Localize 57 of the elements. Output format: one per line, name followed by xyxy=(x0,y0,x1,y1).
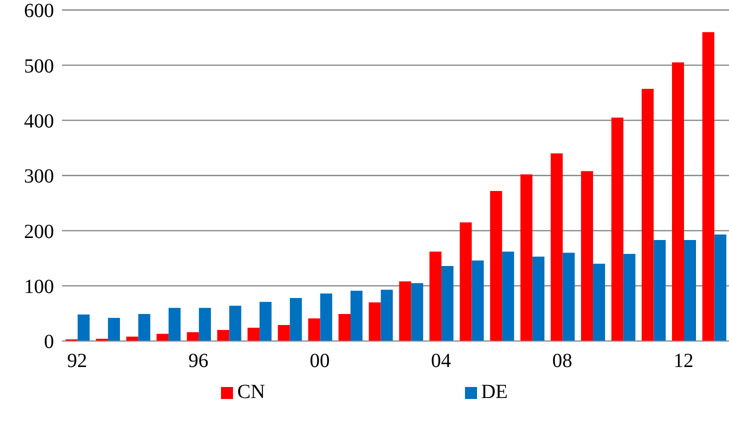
y-tick-label: 100 xyxy=(24,276,54,298)
bar xyxy=(260,302,272,341)
bar xyxy=(380,290,393,341)
bar xyxy=(338,314,350,341)
bar xyxy=(429,252,442,341)
bar xyxy=(217,330,230,341)
bar xyxy=(290,298,302,341)
bar xyxy=(186,332,199,341)
y-tick-label: 0 xyxy=(44,331,54,354)
bar xyxy=(702,32,714,341)
y-tick-label: 600 xyxy=(24,0,54,22)
x-tick-label: 08 xyxy=(552,350,572,372)
bar xyxy=(441,266,454,341)
bar xyxy=(78,314,90,341)
y-tick-label: 500 xyxy=(24,55,54,78)
bar xyxy=(593,264,606,341)
x-tick-label: 92 xyxy=(67,350,88,372)
bar xyxy=(248,328,260,341)
bar xyxy=(108,318,120,341)
bar xyxy=(550,153,563,341)
bar xyxy=(460,222,472,341)
bar xyxy=(502,252,514,341)
y-tick-label: 300 xyxy=(24,166,54,188)
bar xyxy=(198,308,211,341)
x-tick-label: 00 xyxy=(310,350,330,372)
bar xyxy=(654,240,666,341)
bar xyxy=(684,240,696,341)
bar xyxy=(156,334,169,341)
bar xyxy=(472,260,484,341)
bar xyxy=(411,283,424,341)
bar xyxy=(278,325,290,341)
bar xyxy=(714,234,726,341)
bar xyxy=(611,118,624,341)
y-tick-label: 400 xyxy=(24,110,54,132)
bar xyxy=(490,190,502,341)
bar xyxy=(581,171,594,341)
bar xyxy=(623,254,636,341)
bar xyxy=(138,314,150,341)
bar xyxy=(520,174,532,341)
legend-label: CN xyxy=(237,381,266,404)
bar xyxy=(672,62,684,341)
bar xyxy=(229,306,242,341)
x-tick-label: 04 xyxy=(430,350,451,372)
legend-label: DE xyxy=(481,381,508,404)
bar xyxy=(368,302,381,341)
bar xyxy=(350,290,362,341)
bar xyxy=(399,281,412,341)
bar xyxy=(320,294,332,341)
bar xyxy=(168,308,181,341)
y-tick-label: 200 xyxy=(24,220,54,243)
bar xyxy=(642,88,654,341)
x-tick-label: 96 xyxy=(188,350,208,372)
bar xyxy=(308,318,320,341)
bar xyxy=(532,256,544,341)
x-tick-label: 12 xyxy=(674,350,694,372)
bar xyxy=(562,252,575,341)
bar xyxy=(126,336,138,341)
